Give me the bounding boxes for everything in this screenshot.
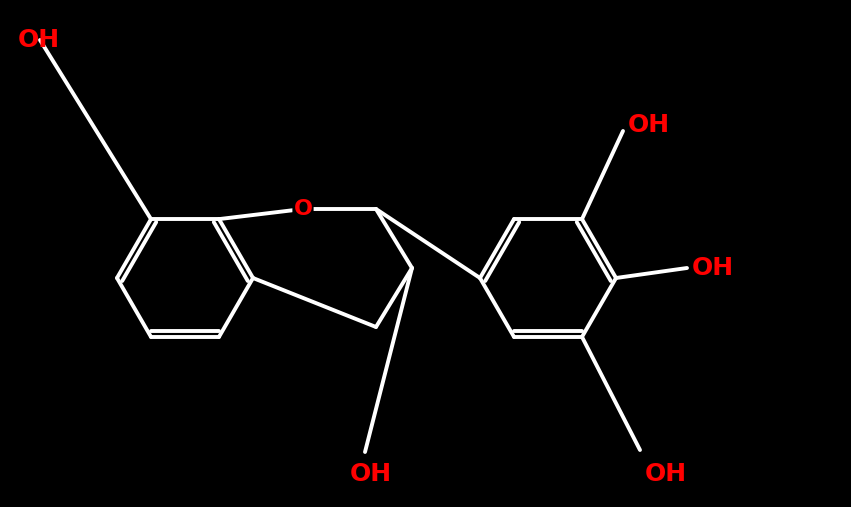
Text: OH: OH	[645, 462, 687, 486]
Text: OH: OH	[18, 28, 60, 52]
Text: OH: OH	[628, 113, 670, 137]
Text: OH: OH	[350, 462, 392, 486]
Text: O: O	[294, 199, 312, 219]
Text: OH: OH	[692, 256, 734, 280]
